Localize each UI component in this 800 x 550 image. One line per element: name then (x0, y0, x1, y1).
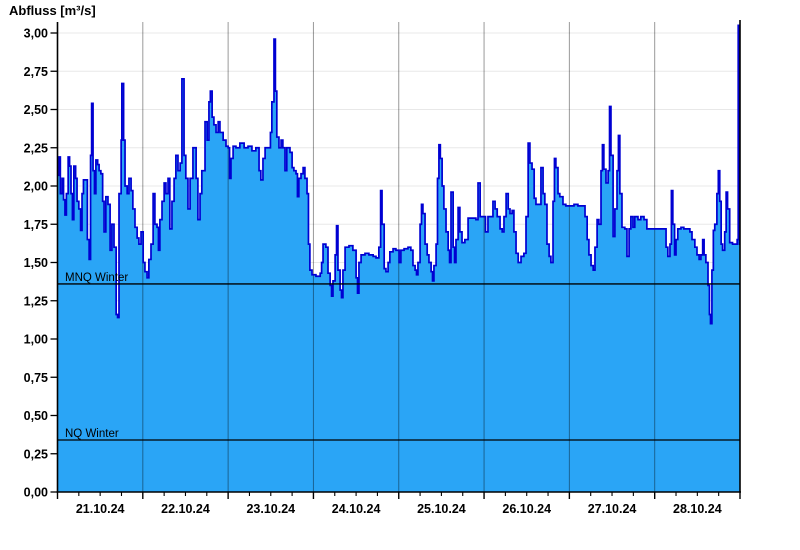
x-tick-label: 26.10.24 (502, 502, 551, 516)
y-tick-label: 1,00 (24, 333, 48, 347)
y-tick-label: 1,50 (24, 256, 48, 270)
threshold-label-nq: NQ Winter (65, 428, 119, 440)
y-tick-label: 0,00 (24, 486, 48, 500)
y-tick-label: 2,75 (24, 65, 48, 79)
y-tick-label: 3,00 (24, 27, 48, 41)
y-tick-label: 0,75 (24, 371, 48, 385)
x-tick-label: 24.10.24 (332, 502, 381, 516)
chart-title: Abfluss [m³/s] (9, 3, 96, 18)
x-tick-label: 27.10.24 (588, 502, 637, 516)
x-tick-label: 25.10.24 (417, 502, 466, 516)
y-tick-label: 2,50 (24, 103, 48, 117)
discharge-line (57, 24, 741, 325)
x-tick-label: 28.10.24 (673, 502, 722, 516)
x-tick-label: 23.10.24 (246, 502, 295, 516)
x-tick-label: 21.10.24 (76, 502, 125, 516)
y-tick-label: 2,00 (24, 180, 48, 194)
x-tick-label: 22.10.24 (161, 502, 210, 516)
y-tick-label: 2,25 (24, 141, 48, 155)
y-tick-label: 0,50 (24, 409, 48, 423)
threshold-label-mnq: MNQ Winter (65, 272, 128, 284)
y-tick-label: 0,25 (24, 447, 48, 461)
y-tick-label: 1,25 (24, 294, 48, 308)
y-tick-label: 1,75 (24, 218, 48, 232)
